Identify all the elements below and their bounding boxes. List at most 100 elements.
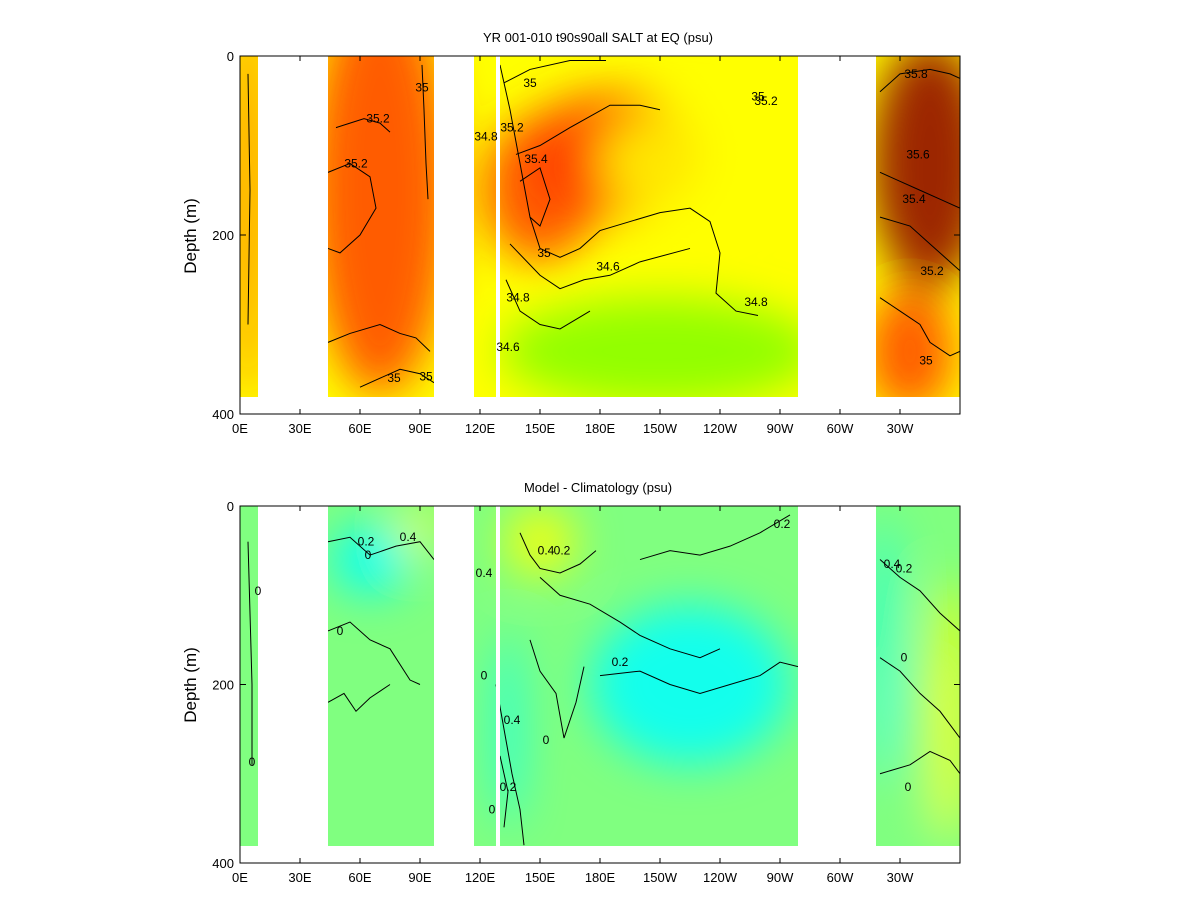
contour-label: 35.2	[500, 121, 524, 135]
contour-line	[421, 64, 429, 200]
contour-line	[879, 297, 960, 357]
contour-label: 0.4	[538, 544, 555, 558]
salinity-panel: YR 001-010 t90s90all SALT at EQ (psu) De…	[181, 30, 961, 436]
x-tick-label: 150W	[643, 421, 678, 436]
x-tick-label: 30W	[887, 870, 914, 885]
contour-label: 34.8	[506, 291, 530, 305]
contour-label: 35.8	[904, 67, 928, 81]
contour-label: 0.2	[896, 561, 913, 575]
salinity-contour-labels: 35.835.2353535.23534.835.235.435.235.635…	[344, 67, 944, 385]
contour-line	[879, 559, 960, 632]
contour-label: 0.4	[884, 557, 901, 571]
contour-label: 34.8	[744, 295, 768, 309]
contour-label: 0	[249, 755, 256, 769]
contour-label: 0	[489, 802, 496, 816]
contour-label: 0.2	[358, 535, 375, 549]
contour-line	[529, 639, 585, 739]
x-tick-label: 0E	[232, 870, 248, 885]
contour-label: 34.8	[474, 130, 498, 144]
anomaly-x-ticks: 0E 30E 60E 90E 120E 150E 180E 150W 120W 90W 60W 30W	[232, 506, 914, 885]
x-tick-label: 90W	[767, 870, 794, 885]
contour-label: 0.4	[504, 713, 521, 727]
anomaly-panel-title: Model - Climatology (psu)	[524, 480, 672, 495]
contour-line	[327, 536, 435, 560]
anomaly-field	[240, 506, 960, 846]
contour-line	[879, 216, 960, 272]
contour-line	[515, 104, 661, 155]
contour-label: 0	[901, 651, 908, 665]
x-tick-label: 150E	[525, 421, 556, 436]
x-tick-label: 120W	[703, 870, 738, 885]
contour-line	[335, 118, 391, 133]
x-tick-label: 30W	[887, 421, 914, 436]
y-tick-label: 200	[212, 678, 234, 693]
contour-label: 0	[543, 733, 550, 747]
field-blob	[504, 506, 576, 578]
salinity-x-ticks: 0E 30E 60E 90E 120E 150E 180E 150W 120W 90W 60W 30W	[232, 56, 914, 436]
contour-label: 0.4	[400, 530, 417, 544]
contour-label: 35.2	[366, 112, 390, 126]
contour-label: 0	[481, 669, 488, 683]
contour-label: 34.6	[596, 259, 620, 273]
salinity-panel-title: YR 001-010 t90s90all SALT at EQ (psu)	[483, 30, 713, 45]
x-tick-label: 60W	[827, 421, 854, 436]
field-blob	[590, 604, 790, 765]
anomaly-y-ticks: 0 200 400	[212, 499, 960, 871]
anomaly-panel-ylabel: Depth (m)	[181, 647, 200, 723]
contour-label: 0	[337, 624, 344, 638]
field-blob	[870, 56, 960, 289]
contour-label: 35	[523, 76, 537, 90]
contour-label: 0	[255, 584, 262, 598]
contour-line	[519, 167, 551, 227]
contour-label: 0	[905, 780, 912, 794]
x-tick-label: 180E	[585, 870, 616, 885]
y-tick-label: 0	[227, 49, 234, 64]
contour-line	[639, 514, 791, 561]
x-tick-label: 30E	[288, 870, 311, 885]
contour-line	[879, 68, 960, 93]
field-blob	[310, 56, 450, 397]
field-blob	[872, 514, 896, 783]
x-tick-label: 150W	[643, 870, 678, 885]
y-tick-label: 400	[212, 856, 234, 871]
x-tick-label: 120E	[465, 421, 496, 436]
contour-label: 35.6	[906, 147, 930, 161]
contour-line	[495, 684, 525, 846]
salinity-field	[240, 56, 960, 397]
y-tick-label: 400	[212, 407, 234, 422]
field-blob	[500, 297, 820, 397]
contour-label: 35	[919, 353, 933, 367]
field-blob	[496, 630, 520, 828]
contour-line	[247, 541, 253, 765]
anomaly-panel: Model - Climatology (psu) Depth (m) 0.20…	[181, 480, 961, 885]
x-tick-label: 60W	[827, 870, 854, 885]
contour-line	[499, 64, 759, 317]
contour-line	[327, 621, 421, 685]
x-tick-label: 90W	[767, 421, 794, 436]
x-tick-label: 30E	[288, 421, 311, 436]
contour-label: 0.2	[612, 655, 629, 669]
x-tick-label: 60E	[348, 870, 371, 885]
contour-line	[359, 368, 435, 388]
x-tick-label: 120W	[703, 421, 738, 436]
contour-line	[247, 73, 251, 325]
y-tick-label: 0	[227, 499, 234, 514]
x-tick-label: 180E	[585, 421, 616, 436]
contour-label: 0	[365, 548, 372, 562]
contour-label: 35	[419, 369, 433, 383]
contour-line	[503, 59, 606, 84]
contour-label: 35	[537, 246, 551, 260]
anomaly-contours	[247, 514, 960, 846]
field-blob	[404, 506, 436, 556]
contour-label: 35	[415, 80, 429, 94]
contour-label: 0.2	[500, 780, 517, 794]
contour-line	[519, 532, 597, 574]
contour-label: 0.4	[476, 566, 493, 580]
salinity-y-ticks: 0 200 400	[212, 49, 960, 422]
x-tick-label: 0E	[232, 421, 248, 436]
contour-label: 35.2	[754, 94, 778, 108]
field-blob	[330, 523, 410, 596]
contour-line	[879, 657, 960, 739]
contour-label: 35	[387, 371, 401, 385]
